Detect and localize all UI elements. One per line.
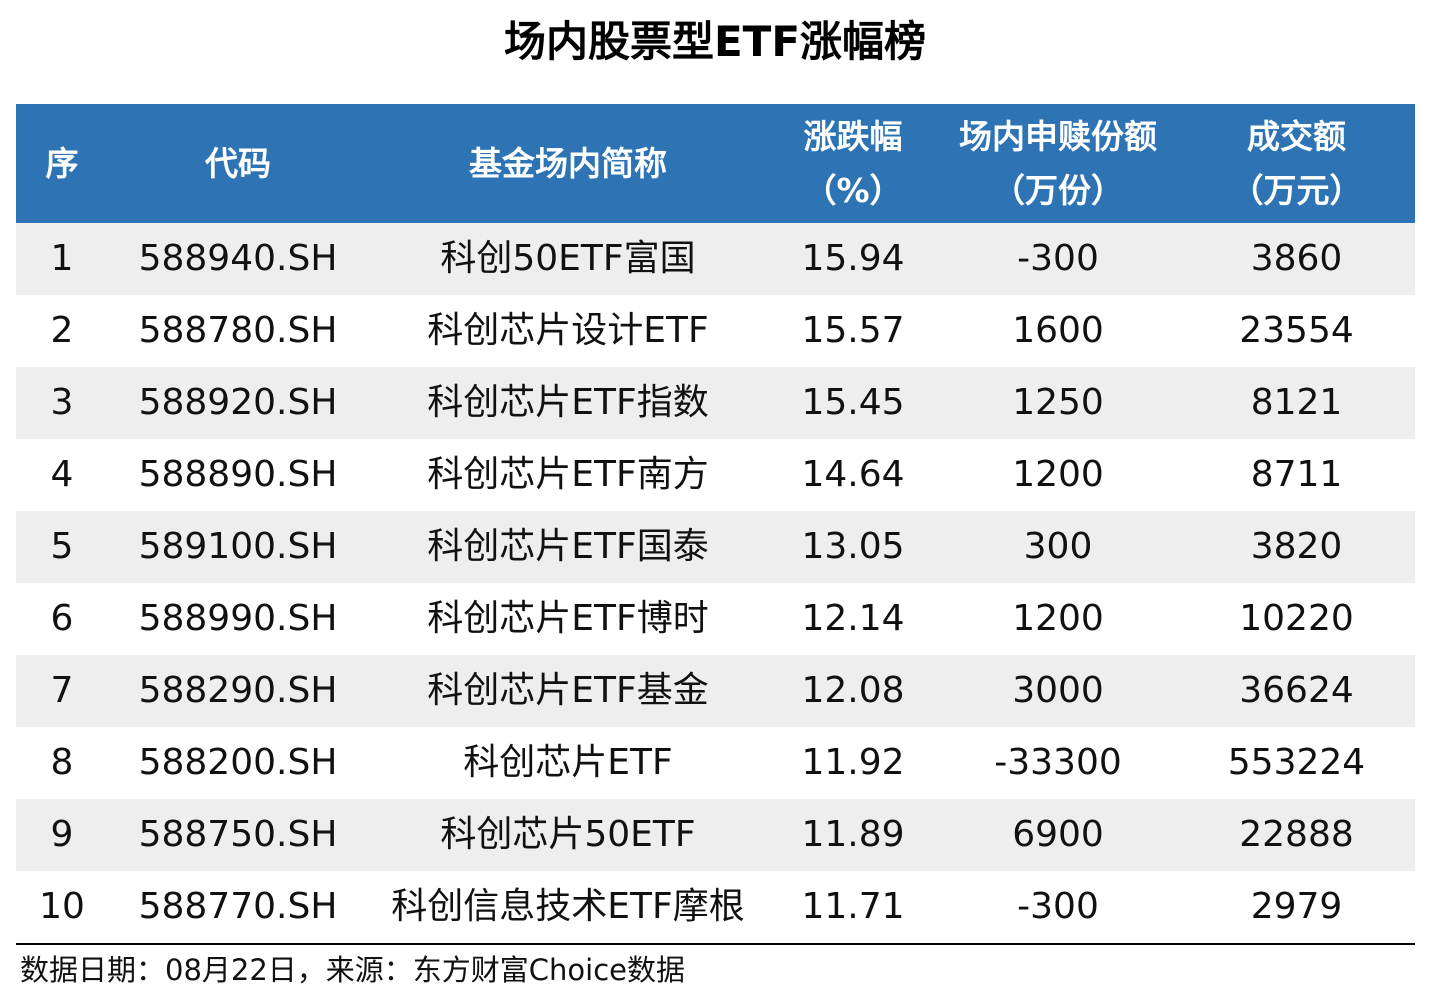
source-note: 数据日期：08月22日，来源：东方财富Choice数据 bbox=[20, 953, 686, 987]
cell-rank: 6 bbox=[50, 598, 74, 639]
cell-turnover: 3860 bbox=[1250, 238, 1343, 279]
cell-change: 14.64 bbox=[801, 454, 905, 495]
cell-name: 科创芯片ETF国泰 bbox=[427, 526, 709, 567]
cell-rank: 7 bbox=[50, 670, 74, 711]
cell-turnover: 36624 bbox=[1239, 670, 1354, 711]
cell-rank: 8 bbox=[50, 742, 74, 783]
cell-name: 科创芯片ETF博时 bbox=[427, 598, 709, 639]
cell-turnover: 22888 bbox=[1239, 814, 1354, 855]
cell-shares: 3000 bbox=[1012, 670, 1104, 711]
cell-name: 科创信息技术ETF摩根 bbox=[391, 886, 745, 927]
table-row: 4 588890.SH 科创芯片ETF南方 14.64 1200 8711 bbox=[16, 439, 1415, 511]
cell-name: 科创50ETF富国 bbox=[440, 238, 696, 279]
cell-shares: 300 bbox=[1023, 526, 1093, 567]
header-turnover: 成交额 （万元） bbox=[1178, 104, 1415, 223]
cell-code: 588750.SH bbox=[138, 814, 338, 855]
cell-change: 12.14 bbox=[801, 598, 905, 639]
cell-turnover: 553224 bbox=[1227, 742, 1366, 783]
table-header: 序 代码 基金场内简称 涨跌幅 （%） 场内申赎份额 （万份） 成交额 （万元） bbox=[16, 104, 1415, 223]
header-shares-unit: （万份） bbox=[992, 170, 1124, 210]
cell-turnover: 8121 bbox=[1250, 382, 1343, 423]
cell-shares: 6900 bbox=[1012, 814, 1104, 855]
cell-name: 科创芯片设计ETF bbox=[427, 310, 709, 351]
cell-name: 科创芯片ETF bbox=[463, 742, 673, 783]
cell-rank: 2 bbox=[50, 310, 74, 351]
cell-change: 13.05 bbox=[801, 526, 905, 567]
cell-code: 588920.SH bbox=[138, 382, 338, 423]
table-row: 3 588920.SH 科创芯片ETF指数 15.45 1250 8121 bbox=[16, 367, 1415, 439]
cell-change: 12.08 bbox=[801, 670, 905, 711]
cell-turnover: 2979 bbox=[1250, 886, 1343, 927]
cell-rank: 10 bbox=[39, 886, 85, 927]
cell-name: 科创芯片ETF指数 bbox=[427, 382, 709, 423]
cell-change: 11.92 bbox=[801, 742, 905, 783]
cell-code: 588290.SH bbox=[138, 670, 338, 711]
header-change-label: 涨跌幅 bbox=[803, 116, 903, 156]
header-name: 基金场内简称 bbox=[368, 104, 768, 223]
table-row: 7 588290.SH 科创芯片ETF基金 12.08 3000 36624 bbox=[16, 655, 1415, 727]
cell-code: 588200.SH bbox=[138, 742, 338, 783]
cell-name: 科创芯片50ETF bbox=[440, 814, 696, 855]
table-row: 5 589100.SH 科创芯片ETF国泰 13.05 300 3820 bbox=[16, 511, 1415, 583]
cell-turnover: 8711 bbox=[1250, 454, 1343, 495]
header-shares: 场内申赎份额 （万份） bbox=[938, 104, 1178, 223]
cell-code: 588780.SH bbox=[138, 310, 338, 351]
header-shares-label: 场内申赎份额 bbox=[959, 116, 1157, 156]
cell-name: 科创芯片ETF基金 bbox=[427, 670, 709, 711]
cell-rank: 4 bbox=[50, 454, 74, 495]
footer-divider bbox=[16, 943, 1415, 945]
cell-rank: 1 bbox=[50, 238, 74, 279]
header-rank: 序 bbox=[16, 104, 108, 223]
table-row: 8 588200.SH 科创芯片ETF 11.92 -33300 553224 bbox=[16, 727, 1415, 799]
cell-shares: -300 bbox=[1017, 886, 1099, 927]
cell-change: 11.89 bbox=[801, 814, 905, 855]
page-title: 场内股票型ETF涨幅榜 bbox=[503, 17, 927, 66]
cell-rank: 5 bbox=[50, 526, 74, 567]
table-row: 9 588750.SH 科创芯片50ETF 11.89 6900 22888 bbox=[16, 799, 1415, 871]
etf-table: 序 代码 基金场内简称 涨跌幅 （%） 场内申赎份额 （万份） 成交额 （万元）… bbox=[16, 104, 1415, 943]
header-turnover-unit: （万元） bbox=[1230, 170, 1363, 210]
cell-code: 588940.SH bbox=[138, 238, 338, 279]
table-row: 10 588770.SH 科创信息技术ETF摩根 11.71 -300 2979 bbox=[16, 871, 1415, 943]
cell-change: 15.94 bbox=[801, 238, 905, 279]
cell-shares: 1200 bbox=[1012, 454, 1104, 495]
cell-shares: 1200 bbox=[1012, 598, 1104, 639]
cell-name: 科创芯片ETF南方 bbox=[427, 454, 709, 495]
header-name-label: 基金场内简称 bbox=[469, 143, 667, 183]
cell-change: 11.71 bbox=[801, 886, 905, 927]
table-row: 6 588990.SH 科创芯片ETF博时 12.14 1200 10220 bbox=[16, 583, 1415, 655]
cell-shares: -300 bbox=[1017, 238, 1099, 279]
cell-change: 15.45 bbox=[801, 382, 905, 423]
cell-turnover: 3820 bbox=[1250, 526, 1343, 567]
cell-code: 589100.SH bbox=[138, 526, 338, 567]
cell-change: 15.57 bbox=[801, 310, 905, 351]
cell-turnover: 10220 bbox=[1239, 598, 1354, 639]
header-change-unit: （%） bbox=[803, 170, 903, 210]
header-code: 代码 bbox=[108, 104, 368, 223]
cell-code: 588990.SH bbox=[138, 598, 338, 639]
cell-shares: 1600 bbox=[1012, 310, 1104, 351]
cell-code: 588890.SH bbox=[138, 454, 338, 495]
cell-turnover: 23554 bbox=[1239, 310, 1354, 351]
cell-code: 588770.SH bbox=[138, 886, 338, 927]
header-code-label: 代码 bbox=[205, 143, 271, 183]
cell-shares: -33300 bbox=[994, 742, 1122, 783]
header-rank-label: 序 bbox=[45, 143, 79, 183]
cell-rank: 9 bbox=[50, 814, 74, 855]
header-change: 涨跌幅 （%） bbox=[768, 104, 938, 223]
table-row: 1 588940.SH 科创50ETF富国 15.94 -300 3860 bbox=[16, 223, 1415, 295]
cell-rank: 3 bbox=[50, 382, 74, 423]
table-row: 2 588780.SH 科创芯片设计ETF 15.57 1600 23554 bbox=[16, 295, 1415, 367]
header-turnover-label: 成交额 bbox=[1247, 116, 1346, 156]
cell-shares: 1250 bbox=[1012, 382, 1104, 423]
table-body: 1 588940.SH 科创50ETF富国 15.94 -300 3860 2 588780.… bbox=[16, 223, 1415, 943]
